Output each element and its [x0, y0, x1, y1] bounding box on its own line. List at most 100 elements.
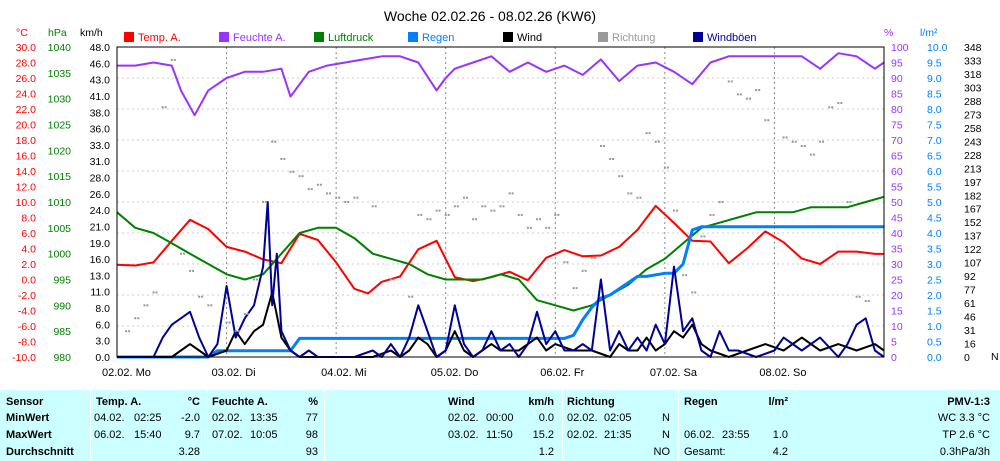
- direction-point: [855, 295, 858, 298]
- rain-axis-tick-label: 8.5: [927, 89, 942, 101]
- stats-row-label: MaxWert: [6, 429, 52, 441]
- wind-axis-tick-label: 31.0: [90, 156, 111, 168]
- temp-axis-tick-label: 20.0: [16, 120, 37, 132]
- direction-point: [338, 196, 341, 199]
- direction-axis-tick-label: 0: [964, 352, 970, 364]
- axes: 02.02. Mo 03.02. Di 04.02. Mi 05.02. Do 06.0…: [12, 27, 999, 379]
- direction-point: [298, 175, 301, 178]
- direction-point: [292, 170, 295, 173]
- humidity-axis-tick-label: 55: [891, 182, 903, 194]
- direction-point: [128, 330, 131, 333]
- temp-axis-unit: °C: [16, 27, 28, 39]
- x-tick-label: 07.02. Sa: [650, 367, 698, 379]
- direction-point: [435, 209, 438, 212]
- stats-header-rain-unit: l/m²: [768, 396, 788, 408]
- stats-divider: [678, 390, 679, 461]
- rain-axis-tick-label: 0.0: [927, 352, 942, 364]
- direction-point: [867, 300, 870, 303]
- direction-point: [721, 201, 724, 203]
- pressure-axis-tick-label: 1000: [48, 249, 72, 261]
- stats-header-wind-unit: km/h: [528, 396, 554, 408]
- temp-axis-tick-label: -2.0: [18, 290, 36, 302]
- direction-point: [499, 205, 502, 208]
- direction-point: [602, 145, 605, 148]
- direction-point: [472, 218, 475, 221]
- humidity-axis-tick-label: 35: [891, 244, 903, 256]
- rain-axis-tick-label: 1.0: [927, 321, 942, 333]
- direction-point: [840, 101, 843, 104]
- direction-point: [593, 256, 596, 259]
- direction-point: [709, 213, 712, 216]
- wind-axis-tick-label: 24.0: [90, 205, 111, 217]
- stats-temp-value: 9.7: [184, 429, 200, 441]
- legend-label: Wind: [517, 32, 542, 44]
- direction-point: [590, 256, 593, 259]
- direction-point: [392, 278, 395, 281]
- direction-point: [712, 213, 715, 216]
- plot-frame: [116, 46, 885, 358]
- stats-rain-value: 1.0: [772, 429, 788, 441]
- humidity-axis-tick-label: 70: [891, 135, 903, 147]
- stats-direction-value: N: [662, 412, 670, 424]
- direction-point: [210, 304, 213, 307]
- direction-point: [785, 136, 788, 139]
- stats-rain-value: 4.2: [772, 446, 788, 458]
- direction-point: [134, 317, 137, 320]
- direction-axis-tick-label: 137: [964, 231, 982, 243]
- humidity-axis-tick-label: 95: [891, 58, 903, 70]
- series-line-feuchte-a: [117, 52, 885, 117]
- direction-point: [152, 291, 155, 294]
- legend-swatch: [314, 32, 324, 42]
- direction-point: [572, 287, 575, 290]
- rain-axis-tick-label: 3.0: [927, 259, 942, 271]
- wind-axis-tick-label: 41.0: [90, 91, 111, 103]
- direction-axis-tick-label: 303: [964, 82, 982, 94]
- direction-point: [137, 317, 140, 320]
- legend-swatch: [408, 32, 418, 42]
- direction-axis-tick-label: 61: [964, 298, 976, 310]
- temp-axis-tick-label: 28.0: [16, 58, 37, 70]
- x-tick-label: 02.02. Mo: [102, 367, 151, 379]
- direction-point: [621, 175, 624, 178]
- direction-point: [426, 218, 429, 221]
- direction-point: [657, 140, 660, 143]
- stats-temp-time: 15:40: [134, 429, 162, 441]
- direction-point: [849, 201, 852, 203]
- rain-axis-tick-label: 5.0: [927, 197, 942, 209]
- stats-rain-time: 23:55: [722, 429, 750, 441]
- direction-point: [539, 218, 542, 221]
- direction-point: [371, 205, 374, 208]
- temp-axis-tick-label: 8.0: [21, 213, 36, 225]
- direction-point: [173, 58, 176, 61]
- direction-point: [767, 119, 770, 122]
- wind-axis-tick-label: 6.0: [95, 319, 110, 331]
- direction-point: [554, 213, 557, 216]
- humidity-axis-tick-label: 80: [891, 104, 903, 116]
- rain-axis-tick-label: 4.5: [927, 213, 942, 225]
- rain-axis-tick-label: 10.0: [927, 42, 948, 54]
- legend-swatch: [503, 32, 513, 42]
- temp-axis-tick-label: 12.0: [16, 182, 37, 194]
- direction-point: [252, 278, 255, 281]
- direction-axis-tick-label: 348: [964, 42, 982, 54]
- stats-wind-time: 00:00: [486, 412, 514, 424]
- legend-label: Richtung: [612, 32, 655, 44]
- direction-point: [271, 140, 274, 143]
- wind-axis-tick-label: 8.0: [95, 303, 110, 315]
- stats-humidity-date: 07.02.: [212, 429, 243, 441]
- direction-point: [344, 201, 347, 203]
- wind-axis-tick-label: 38.0: [90, 107, 111, 119]
- direction-point: [438, 209, 441, 212]
- series-line-luftdruck: [116, 195, 885, 312]
- direction-axis-tick-label: 333: [964, 55, 982, 67]
- wind-axis-tick-label: 46.0: [90, 58, 111, 70]
- humidity-axis-tick-label: 5: [891, 337, 897, 349]
- temp-axis-tick-label: 30.0: [16, 42, 37, 54]
- temp-axis-tick-label: 2.0: [21, 259, 36, 271]
- direction-point: [444, 213, 447, 216]
- temp-axis-tick-label: -8.0: [18, 337, 36, 349]
- temp-axis-tick-label: 6.0: [21, 228, 36, 240]
- stats-header-temp-unit: °C: [187, 396, 200, 408]
- stats-pmv-value: WC 3.3 °C: [937, 412, 990, 424]
- stats-row-label: MinWert: [6, 412, 50, 424]
